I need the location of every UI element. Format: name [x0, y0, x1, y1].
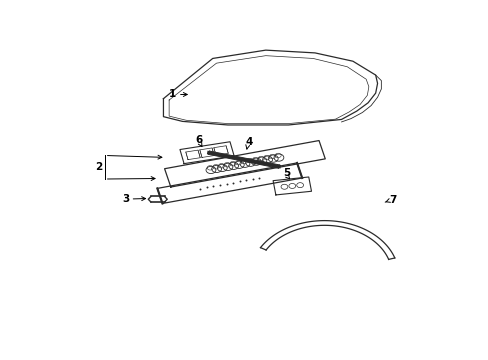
Text: 2: 2 [95, 162, 102, 172]
Text: 4: 4 [244, 138, 252, 148]
Text: 1: 1 [169, 90, 176, 99]
Text: 3: 3 [122, 194, 129, 204]
Text: 6: 6 [195, 135, 203, 145]
Text: 7: 7 [388, 195, 396, 205]
Text: 5: 5 [283, 168, 290, 178]
